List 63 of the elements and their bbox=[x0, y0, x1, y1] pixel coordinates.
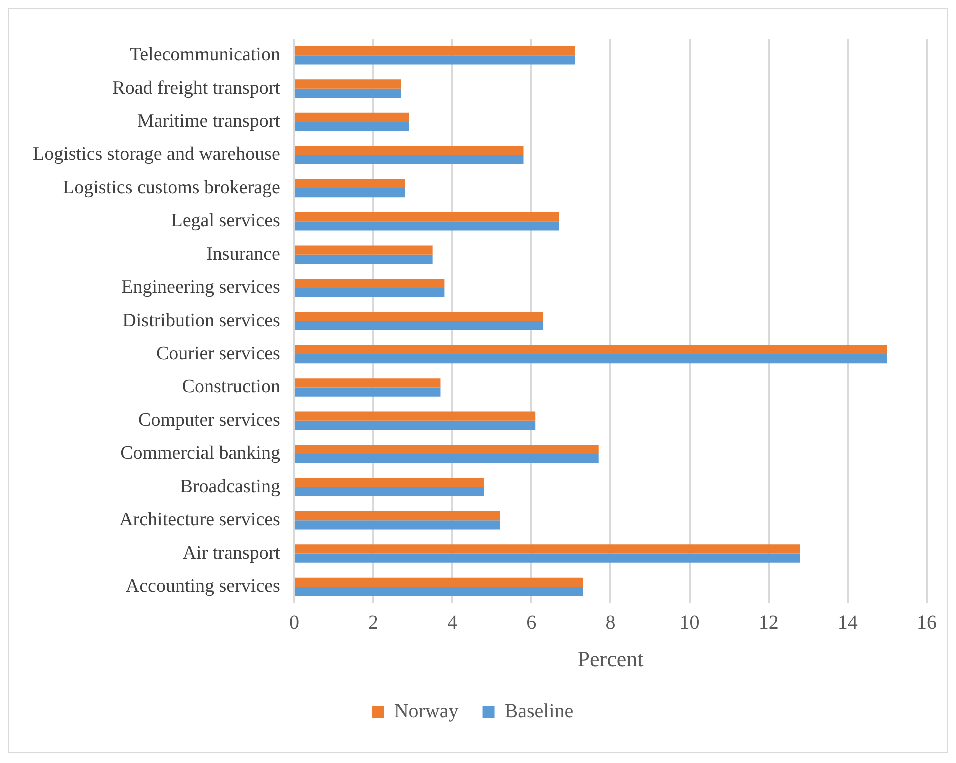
bar bbox=[295, 412, 536, 421]
bar bbox=[295, 246, 433, 255]
bar bbox=[295, 520, 500, 530]
bar bbox=[295, 544, 800, 554]
y-tick-label: Accounting services bbox=[126, 576, 280, 597]
bar bbox=[295, 188, 406, 198]
x-tick-label: 12 bbox=[758, 612, 779, 634]
bar bbox=[295, 478, 484, 488]
bar bbox=[295, 388, 441, 397]
y-tick-label: Courier services bbox=[156, 343, 280, 364]
bar bbox=[295, 312, 544, 322]
y-tick-label: Computer services bbox=[138, 410, 280, 431]
x-tick-label: 2 bbox=[368, 612, 379, 634]
y-tick-label: Construction bbox=[182, 376, 281, 398]
x-tick-label: 10 bbox=[680, 612, 700, 634]
x-tick-label: 6 bbox=[526, 612, 537, 634]
bar bbox=[295, 511, 500, 521]
bar bbox=[295, 56, 576, 65]
x-tick-label: 4 bbox=[448, 612, 458, 634]
y-tick-label: Road freight transport bbox=[112, 78, 282, 99]
bar bbox=[295, 88, 402, 98]
bar bbox=[295, 155, 524, 164]
y-tick-label: Broadcasting bbox=[180, 476, 281, 498]
bar bbox=[295, 278, 445, 288]
x-tick-label: 14 bbox=[838, 612, 858, 634]
bar bbox=[295, 554, 800, 563]
bar bbox=[295, 288, 445, 298]
x-tick-label: 0 bbox=[289, 612, 300, 634]
bar bbox=[295, 46, 576, 56]
legend-label: Norway bbox=[394, 700, 459, 722]
y-tick-label: Engineering services bbox=[122, 277, 280, 298]
x-tick-label: 8 bbox=[606, 612, 616, 634]
bar bbox=[295, 445, 599, 454]
bar bbox=[295, 586, 584, 596]
legend-label: Baseline bbox=[504, 700, 574, 722]
bar bbox=[295, 222, 560, 231]
bar bbox=[295, 179, 406, 188]
bar bbox=[295, 378, 441, 388]
bar bbox=[295, 112, 410, 122]
y-tick-label: Air transport bbox=[182, 542, 282, 564]
bar bbox=[295, 254, 433, 264]
y-tick-label: Distribution services bbox=[122, 310, 280, 332]
x-tick-label: 16 bbox=[917, 612, 937, 634]
y-tick-label: Logistics customs brokerage bbox=[63, 177, 280, 198]
y-tick-label: Commercial banking bbox=[120, 443, 281, 464]
y-tick-label: Maritime transport bbox=[137, 111, 282, 132]
y-tick-label: Telecommunication bbox=[130, 44, 281, 66]
bar bbox=[295, 122, 410, 132]
x-axis-title: Percent bbox=[578, 646, 644, 672]
bar bbox=[295, 454, 599, 464]
bar bbox=[295, 420, 536, 430]
y-tick-label: Architecture services bbox=[120, 510, 280, 531]
bar bbox=[295, 212, 560, 222]
bar bbox=[295, 345, 888, 355]
y-tick-label: Insurance bbox=[206, 244, 280, 265]
bar bbox=[295, 80, 402, 89]
bar bbox=[295, 146, 524, 156]
bar bbox=[295, 487, 484, 496]
bar bbox=[295, 578, 584, 587]
y-tick-label: Logistics storage and warehouse bbox=[32, 144, 280, 166]
y-tick-label: Legal services bbox=[171, 210, 280, 232]
bar bbox=[295, 321, 544, 330]
bar bbox=[295, 354, 888, 364]
